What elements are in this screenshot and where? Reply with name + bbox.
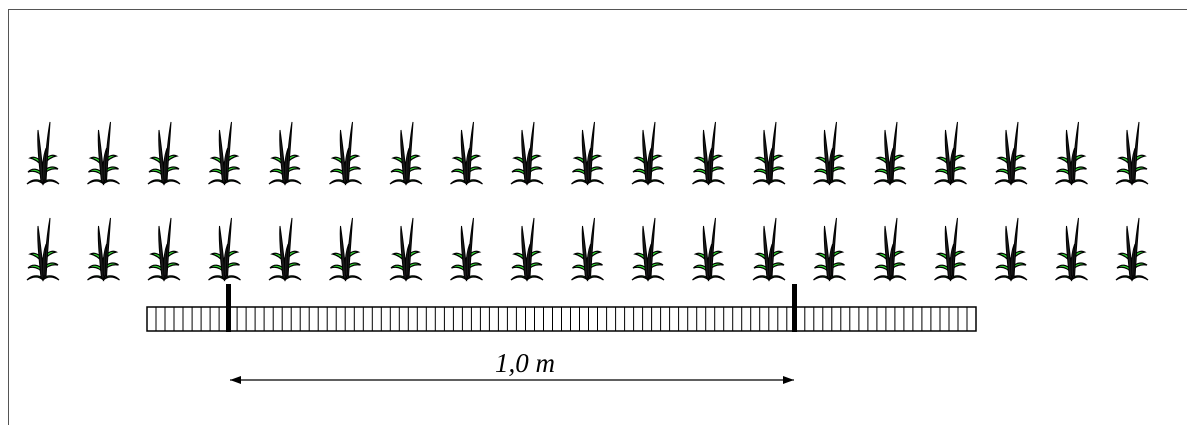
plant-icon [510,217,544,281]
plant-icon [26,217,60,281]
plant-icon [570,121,605,185]
plant-icon [873,121,907,185]
plant-icon [812,217,847,281]
plant-icon [147,121,181,185]
measurement-label: 1,0 m [495,348,555,378]
plant-icon [933,121,968,185]
plant-icon [449,217,484,281]
marker-post-left [226,284,231,332]
plant-icon [389,121,423,185]
plant-icon [873,217,907,281]
plant-icon [86,121,121,185]
plant-icon [570,217,605,281]
plant-icon [26,121,60,185]
plant-icon [147,217,181,281]
plant-icon [691,217,726,281]
measuring-ruler [146,306,977,332]
plant-row-bottom [26,217,1149,281]
plant-icon [812,121,847,185]
plant-icon [1115,217,1149,281]
plant-icon [752,121,786,185]
plant-icon [631,121,665,185]
plant-icon [268,121,302,185]
plant-icon [752,217,786,281]
plant-icon [207,217,242,281]
plant-icon [933,217,968,281]
plant-icon [631,217,665,281]
marker-post-right [792,284,797,332]
plant-icon [994,121,1028,185]
plant-icon [328,217,363,281]
ruler-ticks [155,307,968,331]
plant-icon [207,121,242,185]
plant-icon [994,217,1028,281]
plant-icon [1054,217,1089,281]
plant-icon [1115,121,1149,185]
plant-row-top [26,121,1149,185]
plant-icon [691,121,726,185]
plant-icon [328,121,363,185]
plant-icon [1054,121,1089,185]
plant-icon [389,217,423,281]
plant-icon [86,217,121,281]
plant-icon [449,121,484,185]
plant-icon [268,217,302,281]
plant-icon [510,121,544,185]
